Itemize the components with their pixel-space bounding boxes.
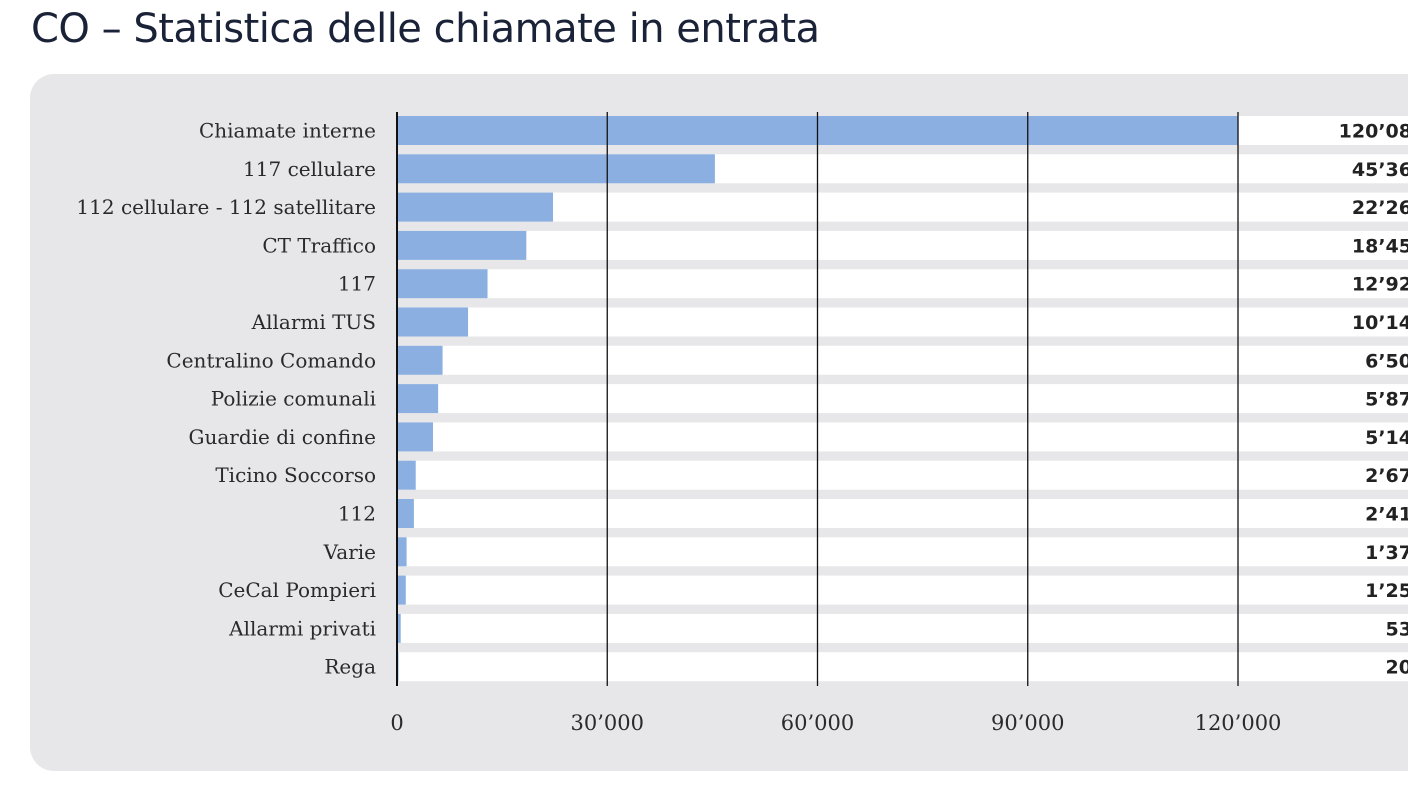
category-label: Guardie di confine [189,425,376,449]
value-label: 45’36 [1352,159,1408,181]
bar [397,613,401,643]
category-label: 117 cellulare [243,157,376,181]
bar [397,575,406,605]
bar-track [397,422,1408,452]
bar-track [397,192,1408,222]
category-label: CeCal Pompieri [218,578,376,602]
category-label: Polizie comunali [211,387,376,411]
bar [397,537,407,567]
value-label: 20 [1386,657,1408,679]
value-label: 120’08 [1339,121,1408,143]
value-label: 2’67 [1365,465,1408,487]
value-label: 10’14 [1352,312,1408,334]
category-label: 112 [338,502,376,526]
bar [397,460,416,490]
page-title: CO – Statistica delle chiamate in entrat… [31,6,820,52]
value-label: 12’92 [1352,274,1408,296]
x-tick-label: 30’000 [571,711,644,735]
bar-track [397,307,1408,337]
category-label: Rega [324,655,376,679]
value-label: 22’26 [1352,197,1408,219]
category-label: Centralino Comando [166,348,376,372]
category-label: Varie [323,540,376,564]
category-label: Allarmi TUS [251,310,376,334]
category-label: CT Traffico [262,233,376,257]
value-label: 5’14 [1365,427,1408,449]
bar [397,154,715,184]
bar [397,422,434,452]
value-label: 5’87 [1365,389,1408,411]
value-label: 18’45 [1352,235,1408,257]
bar [397,345,443,375]
category-label: Allarmi privati [228,616,376,640]
value-label: 6’50 [1365,350,1408,372]
x-tick-label: 60’000 [781,711,854,735]
bar-track [397,460,1408,490]
x-tick-label: 90’000 [991,711,1064,735]
x-tick-label: 0 [390,711,403,735]
bar [397,307,469,337]
bar-track [397,230,1408,260]
bar-track [397,652,1408,682]
bar-track [397,384,1408,414]
bar-track [397,499,1408,528]
x-tick-label: 120’000 [1195,711,1282,735]
value-label: 1’25 [1365,580,1408,602]
category-label: Chiamate interne [199,119,376,143]
bar [397,192,554,222]
bar-track [397,269,1408,299]
bar-track [397,537,1408,567]
bar [397,499,414,528]
category-label: 117 [338,272,376,296]
bar [397,269,488,299]
value-label: 1’37 [1365,542,1408,564]
value-label: 53 [1386,618,1408,640]
bar-track [397,575,1408,605]
bar-track [397,345,1408,375]
value-label: 2’41 [1365,504,1408,526]
category-label: 112 cellulare - 112 satellitare [76,195,376,219]
bar [397,230,527,260]
bar-track [397,613,1408,643]
category-label: Ticino Soccorso [215,463,376,487]
bar [397,384,439,414]
